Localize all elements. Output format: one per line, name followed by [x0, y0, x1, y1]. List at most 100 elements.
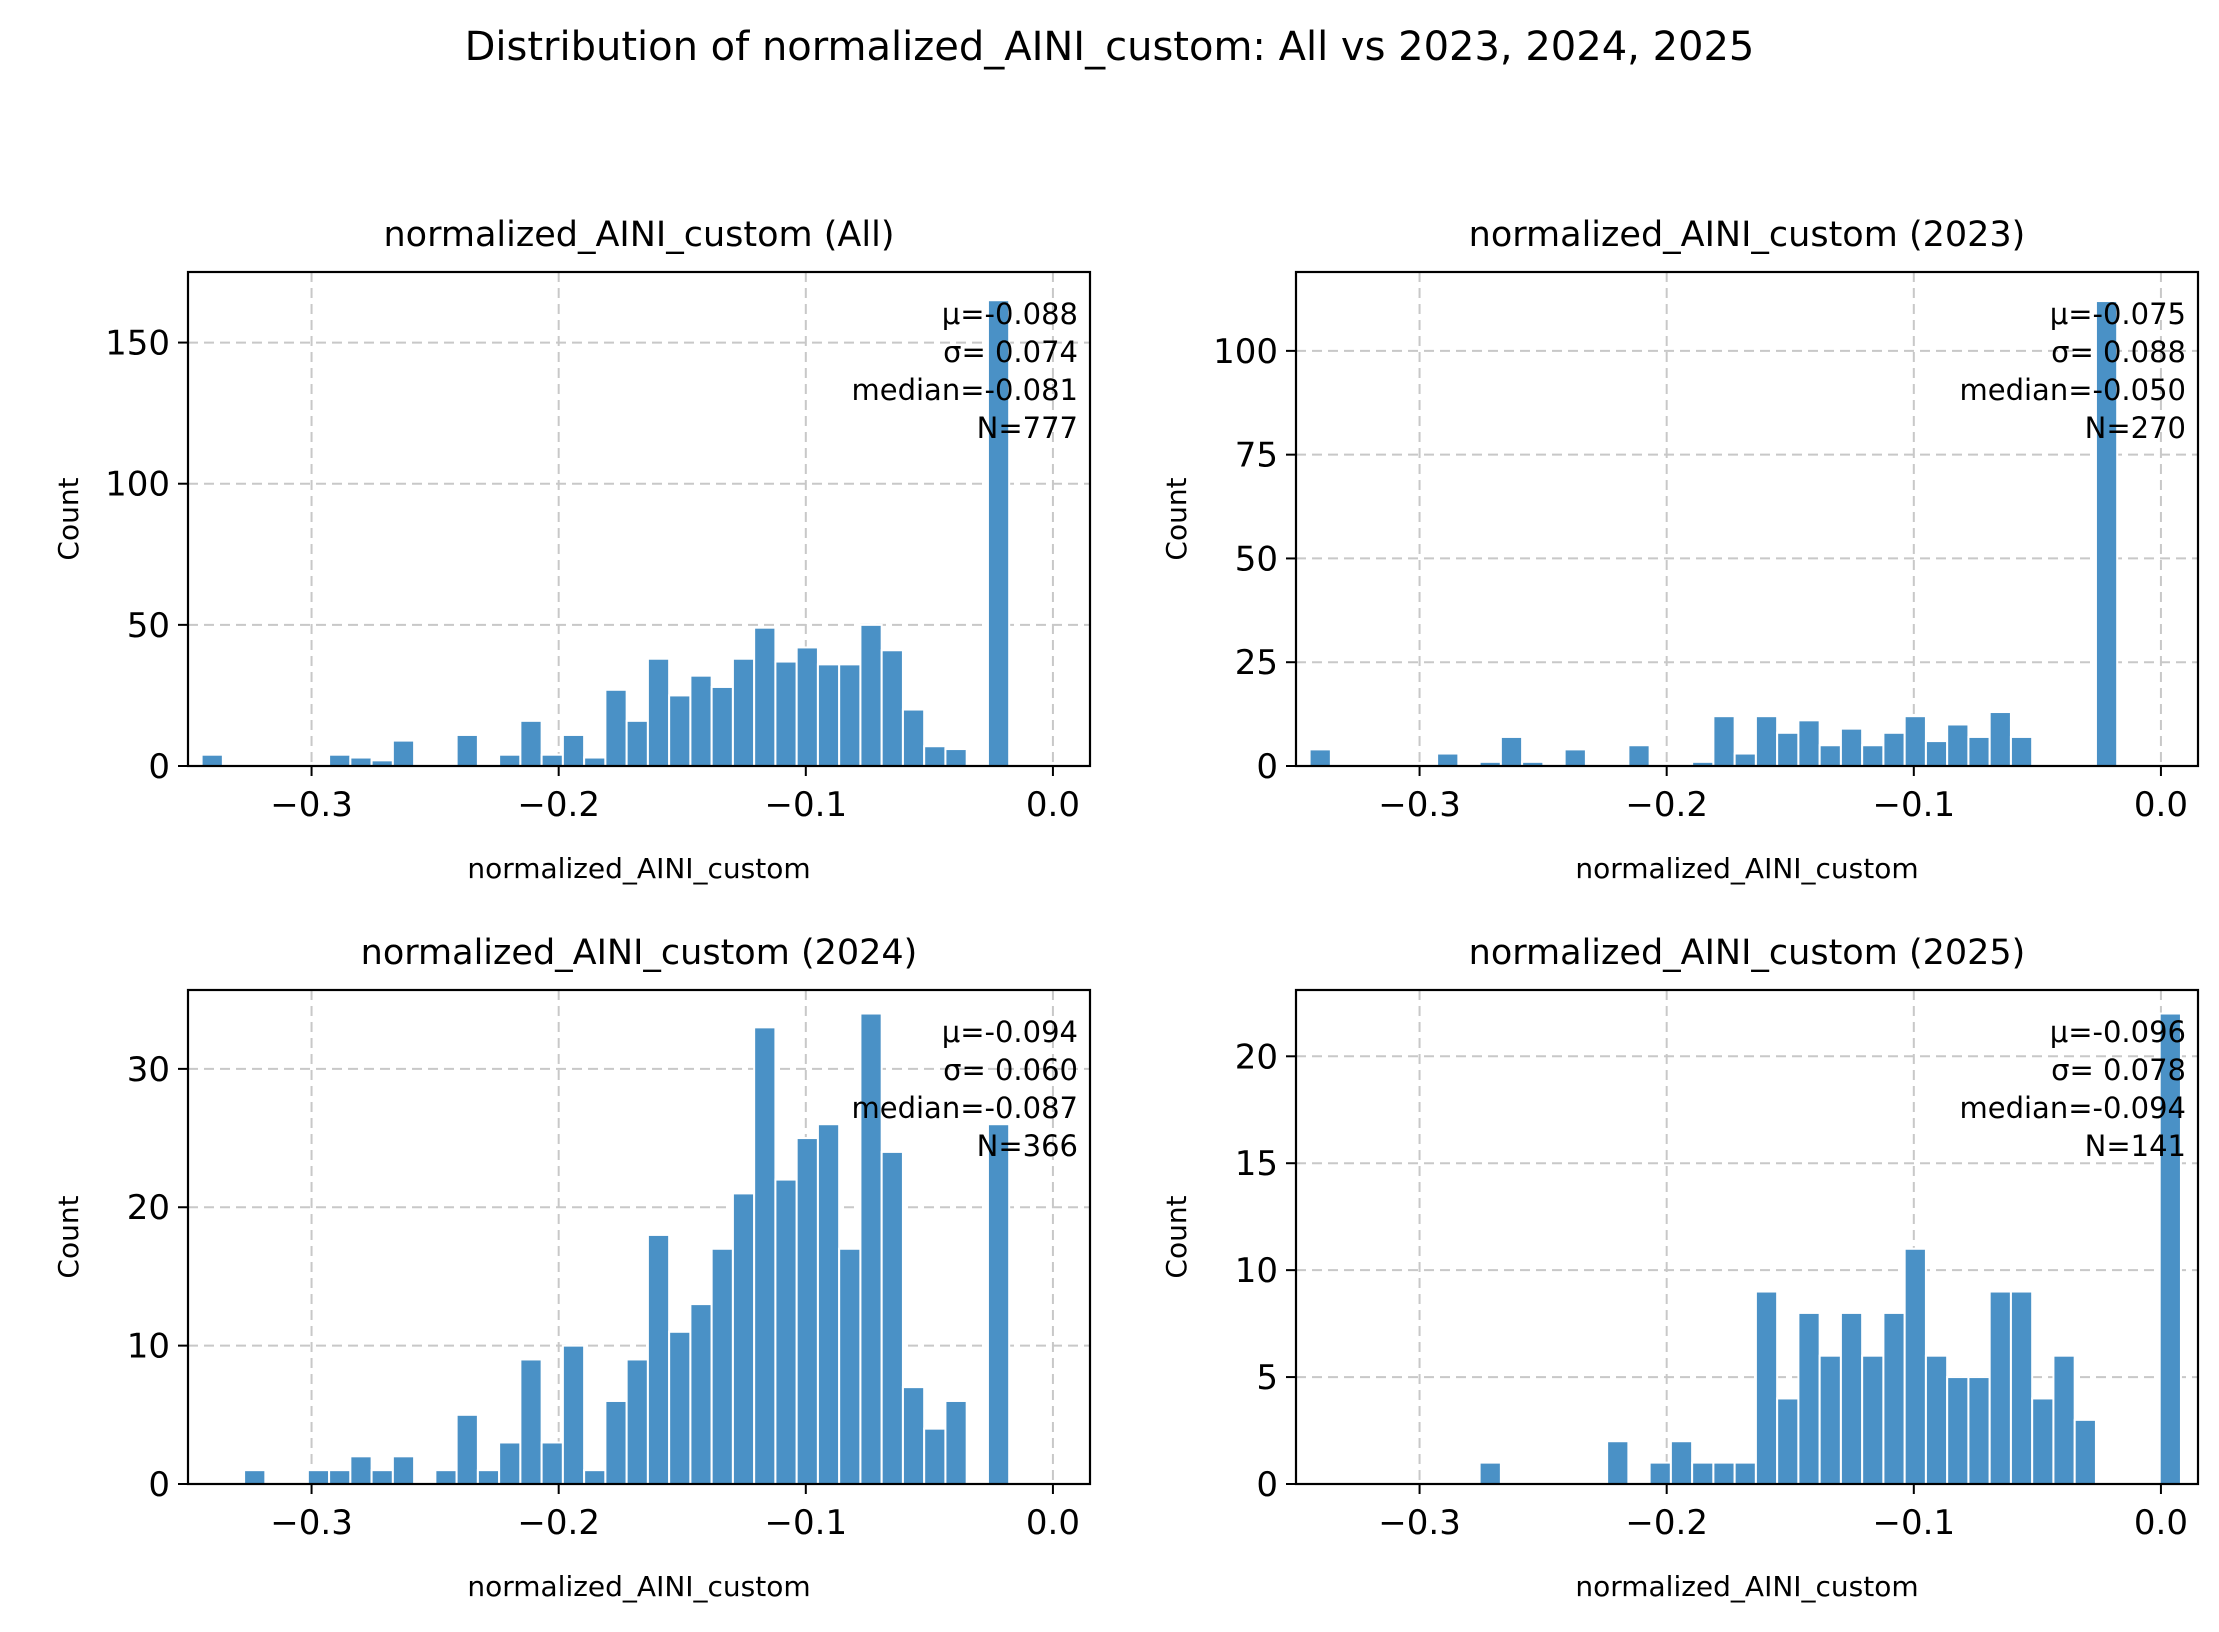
- histogram-bar: [1754, 1290, 1779, 1484]
- histogram-bar: [901, 1386, 926, 1484]
- histogram-bar: [391, 739, 416, 766]
- stats-line: σ= 0.074: [943, 335, 1078, 369]
- histogram-bar: [838, 1247, 862, 1484]
- subplot-2: μ=-0.094 σ= 0.060 median=-0.087 N=366 −0.3 −0…: [52, 933, 1092, 1603]
- histogram-bar: [561, 1344, 586, 1484]
- x-tick-label: −0.2: [517, 1503, 600, 1543]
- histogram-bar: [1861, 1354, 1885, 1484]
- stats-line: μ=-0.088: [942, 297, 1078, 331]
- y-tick-label: 0: [148, 747, 170, 787]
- histogram-bar: [1308, 748, 1332, 766]
- stats-line: σ= 0.060: [943, 1053, 1078, 1087]
- histogram-bar: [710, 1247, 734, 1484]
- x-axis-label: normalized_AINI_custom: [1575, 1570, 1918, 1603]
- histogram-bar: [476, 1469, 501, 1484]
- subplot-title: normalized_AINI_custom (2025): [1469, 933, 2026, 973]
- stats-line: N=270: [2085, 411, 2186, 445]
- bars: [1308, 300, 2119, 766]
- stats-line: N=141: [2085, 1129, 2186, 1163]
- x-tick-label: −0.3: [1378, 785, 1461, 825]
- histogram-bar: [519, 1358, 543, 1484]
- stats-line: median=-0.050: [1960, 373, 2187, 407]
- histogram-bar: [1733, 1461, 1757, 1484]
- y-tick-label: 20: [1235, 1037, 1278, 1077]
- y-tick-label: 10: [1235, 1251, 1278, 1291]
- x-tick-label: −0.1: [765, 1503, 848, 1543]
- histogram-bar: [753, 1026, 777, 1484]
- histogram-bar: [1818, 1354, 1842, 1484]
- subplot-title: normalized_AINI_custom (2024): [361, 933, 918, 973]
- histogram-bar: [1606, 1440, 1630, 1484]
- histogram-bar: [625, 719, 649, 766]
- grid: [188, 272, 1090, 766]
- histogram-bar: [816, 1123, 841, 1484]
- histogram-bar: [455, 733, 479, 766]
- histogram-bar: [944, 748, 968, 766]
- stats-line: median=-0.087: [852, 1091, 1079, 1125]
- y-tick-label: 20: [127, 1188, 170, 1228]
- stats-line: median=-0.081: [852, 373, 1079, 407]
- bars: [200, 299, 1011, 766]
- x-tick-label: 0.0: [2134, 785, 2188, 825]
- histogram-bar: [1797, 1311, 1821, 1484]
- x-tick-label: −0.1: [1873, 1503, 1956, 1543]
- x-tick-label: −0.1: [1873, 785, 1956, 825]
- histogram-bar: [1967, 735, 1991, 766]
- subplot-title: normalized_AINI_custom (2023): [1469, 215, 2026, 255]
- y-tick-label: 30: [127, 1050, 170, 1090]
- histogram-bar: [328, 753, 352, 766]
- histogram-bar: [328, 1469, 352, 1484]
- histogram-bar: [1967, 1376, 1991, 1484]
- axes-frame: [186, 270, 1092, 768]
- y-tick-label: 50: [127, 606, 170, 646]
- stats-annotation: μ=-0.075 σ= 0.088 median=-0.050 N=270: [1960, 297, 2187, 445]
- histogram-bar: [1776, 1397, 1800, 1484]
- histogram-bar: [2073, 1418, 2097, 1484]
- histogram-bar: [625, 1358, 649, 1484]
- x-tick-label: 0.0: [1026, 785, 1080, 825]
- histogram-bar: [2158, 1012, 2182, 1484]
- histogram-bar: [646, 1233, 671, 1484]
- y-tick-label: 50: [1235, 539, 1278, 579]
- histogram-bar: [1712, 715, 1736, 766]
- stats-annotation: μ=-0.088 σ= 0.074 median=-0.081 N=777: [852, 297, 1079, 445]
- histogram-bar: [859, 623, 883, 766]
- grid: [1296, 990, 2198, 1484]
- y-tick-label: 0: [1256, 1465, 1278, 1505]
- histogram-bar: [1754, 715, 1779, 766]
- histogram-bar: [1882, 731, 1906, 766]
- grid: [1296, 272, 2198, 766]
- histogram-bar: [1861, 744, 1885, 766]
- figure-title: Distribution of normalized_AINI_custom: …: [464, 24, 1755, 70]
- histogram-bar: [1903, 1247, 1927, 1484]
- histogram-bar: [349, 1455, 373, 1484]
- histogram-bar: [455, 1413, 479, 1484]
- histogram-bar: [498, 1441, 522, 1484]
- histogram-bar: [1946, 723, 1970, 766]
- histogram-bar: [1712, 1461, 1736, 1484]
- histogram-bar: [1627, 744, 1651, 766]
- axes-frame: [1294, 270, 2200, 768]
- y-axis-label: Count: [1160, 1195, 1193, 1278]
- subplot-3: μ=-0.096 σ= 0.078 median=-0.094 N=141 −0.3 −0…: [1160, 933, 2200, 1603]
- x-tick-label: −0.3: [270, 1503, 353, 1543]
- y-tick-label: 100: [1213, 332, 1278, 372]
- histogram-bar: [2031, 1397, 2055, 1484]
- histogram-bar: [1882, 1311, 1906, 1484]
- y-tick-label: 5: [1256, 1358, 1278, 1398]
- histogram-bar: [1478, 1461, 1502, 1484]
- histogram-bar: [986, 1123, 1011, 1484]
- y-tick-label: 0: [1256, 747, 1278, 787]
- histogram-bar: [689, 674, 713, 766]
- histogram-bar: [1839, 727, 1864, 766]
- y-axis-label: Count: [52, 1195, 85, 1278]
- histogram-bar: [1924, 740, 1949, 766]
- histogram-bar: [1797, 719, 1821, 766]
- histogram-bar: [923, 745, 947, 766]
- histogram-bar: [391, 1455, 416, 1484]
- histogram-bar: [1436, 752, 1460, 766]
- histogram-bar: [498, 753, 522, 766]
- histogram-bar: [901, 708, 926, 766]
- y-axis-label: Count: [52, 477, 85, 560]
